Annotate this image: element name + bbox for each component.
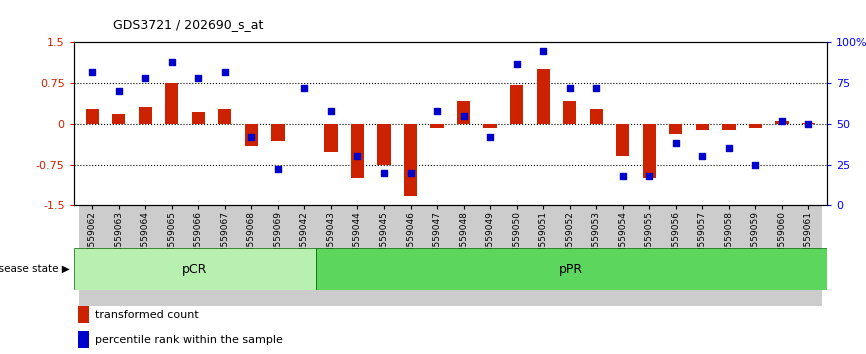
Point [112, 88, 126, 94]
Text: disease state ▶: disease state ▶ [0, 264, 69, 274]
Text: GDS3721 / 202690_s_at: GDS3721 / 202690_s_at [113, 18, 263, 31]
Bar [669, 124, 682, 134]
Point [669, 141, 682, 146]
Point [775, 118, 789, 124]
Point [165, 59, 178, 65]
Point [85, 69, 99, 75]
Bar [211, 205, 238, 306]
Bar [404, 124, 417, 195]
Bar [563, 101, 577, 124]
Bar [78, 331, 88, 348]
Bar [86, 109, 99, 124]
Bar [423, 205, 450, 306]
Bar [112, 114, 126, 124]
Bar [218, 109, 231, 124]
Point [218, 69, 232, 75]
Point [324, 108, 338, 114]
Point [404, 170, 417, 176]
Bar [636, 205, 662, 306]
Bar [158, 205, 185, 306]
Bar [245, 124, 258, 145]
Bar [79, 205, 106, 306]
Bar [457, 101, 470, 124]
Bar [78, 306, 88, 323]
Bar [450, 205, 477, 306]
Bar [483, 124, 497, 128]
Point [244, 134, 258, 140]
Bar [775, 121, 789, 124]
Bar [695, 124, 709, 130]
Text: pCR: pCR [182, 263, 207, 275]
Bar [802, 123, 815, 124]
Point [377, 170, 391, 176]
Bar [397, 205, 423, 306]
Bar [238, 205, 265, 306]
Bar [165, 83, 178, 124]
Point [271, 167, 285, 172]
Bar [344, 205, 371, 306]
Bar [185, 205, 211, 306]
Bar [610, 205, 636, 306]
Bar [316, 248, 827, 290]
Bar [643, 124, 656, 178]
Bar [265, 205, 291, 306]
Text: pPR: pPR [559, 263, 584, 275]
Bar [106, 205, 132, 306]
Point [456, 113, 470, 119]
Bar [324, 124, 338, 152]
Point [191, 75, 205, 81]
Bar [749, 124, 762, 128]
Bar [557, 205, 583, 306]
Bar [742, 205, 769, 306]
Bar [318, 205, 344, 306]
Point [298, 85, 312, 91]
Bar [378, 124, 391, 165]
Point [351, 154, 365, 159]
Point [722, 145, 736, 151]
Bar [132, 205, 158, 306]
Bar [510, 85, 523, 124]
Bar [769, 205, 795, 306]
Text: transformed count: transformed count [95, 310, 199, 320]
Point [695, 154, 709, 159]
Bar [590, 109, 603, 124]
Bar [662, 205, 689, 306]
Point [510, 61, 524, 67]
Point [643, 173, 656, 179]
Bar [191, 112, 205, 124]
Point [139, 75, 152, 81]
Point [616, 173, 630, 179]
Bar [537, 69, 550, 124]
Bar [351, 124, 364, 178]
Point [589, 85, 603, 91]
Bar [291, 205, 318, 306]
Bar [722, 124, 735, 130]
Point [483, 134, 497, 140]
Bar [715, 205, 742, 306]
Bar [139, 107, 152, 124]
Point [563, 85, 577, 91]
Bar [371, 205, 397, 306]
Bar [74, 248, 316, 290]
Bar [530, 205, 557, 306]
Bar [689, 205, 715, 306]
Bar [583, 205, 610, 306]
Bar [795, 205, 822, 306]
Point [430, 108, 444, 114]
Point [802, 121, 816, 127]
Point [748, 162, 762, 167]
Bar [503, 205, 530, 306]
Bar [271, 124, 285, 141]
Point [536, 48, 550, 53]
Bar [477, 205, 503, 306]
Text: percentile rank within the sample: percentile rank within the sample [95, 335, 283, 344]
Bar [430, 124, 443, 128]
Bar [616, 124, 630, 156]
